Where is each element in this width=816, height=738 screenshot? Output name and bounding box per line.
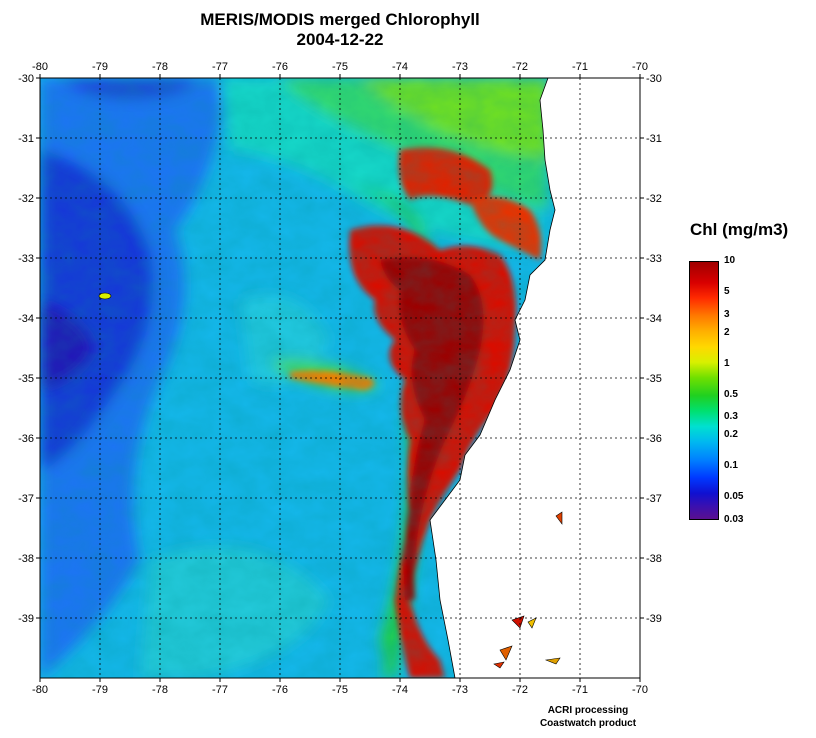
lon-tick-label-top: -72 (512, 61, 528, 73)
colorbar-label: 0.2 (724, 429, 738, 441)
lat-tick-label-left: -39 (18, 613, 34, 625)
lon-tick-label-top: -79 (92, 61, 108, 73)
lon-tick-label-top: -76 (272, 61, 288, 73)
lon-tick-label-bottom: -77 (212, 684, 228, 696)
lat-tick-label-right: -34 (646, 313, 662, 325)
colorbar-label: 0.5 (724, 388, 738, 400)
colorbar-label: 5 (724, 285, 730, 297)
lon-tick-label-bottom: -80 (32, 684, 48, 696)
colorbar-label: 0.3 (724, 411, 738, 423)
island-marker (98, 292, 112, 300)
lat-tick-label-left: -36 (18, 433, 34, 445)
lat-tick-label-left: -33 (18, 253, 34, 265)
credit-product: Coastwatch product (539, 718, 637, 729)
colorbar-label: 2 (724, 326, 730, 338)
colorbar-label: 0.1 (724, 460, 738, 472)
lat-tick-label-left: -34 (18, 313, 34, 325)
lon-tick-label-bottom: -76 (272, 684, 288, 696)
lat-tick-label-right: -30 (646, 73, 662, 85)
lon-tick-label-top: -74 (392, 61, 408, 73)
lat-tick-label-right: -35 (646, 373, 662, 385)
lat-tick-label-right: -37 (646, 493, 662, 505)
colorbar-label: 0.03 (724, 514, 744, 525)
lat-tick-label-right: -38 (646, 553, 662, 565)
graticule (40, 78, 640, 678)
colorbar-label: 10 (724, 255, 736, 266)
axis-ticks: -80 -80 -79 -79 -78 -78 -77 -77 -76 -76 -75 -75 -74 -… (18, 61, 662, 696)
map-title: MERIS/MODIS merged Chlorophyll (200, 10, 480, 29)
lat-tick-label-left: -35 (18, 373, 34, 385)
lon-tick-label-bottom: -72 (512, 684, 528, 696)
lon-tick-label-top: -80 (32, 61, 48, 73)
lon-tick-label-top: -77 (212, 61, 228, 73)
map-date: 2004-12-22 (296, 30, 384, 49)
lon-tick-label-top: -78 (152, 61, 168, 73)
lon-tick-label-top: -75 (332, 61, 348, 73)
lat-tick-label-left: -30 (18, 73, 34, 85)
lat-tick-label-right: -39 (646, 613, 662, 625)
lon-tick-label-top: -71 (572, 61, 588, 73)
lat-tick-label-left: -32 (18, 193, 34, 205)
lat-tick-label-right: -32 (646, 193, 662, 205)
lon-tick-label-top: -73 (452, 61, 468, 73)
lon-tick-label-bottom: -70 (632, 684, 648, 696)
lon-tick-label-top: -70 (632, 61, 648, 73)
lat-tick-label-right: -36 (646, 433, 662, 445)
colorbar-label: 1 (724, 357, 730, 369)
lat-tick-label-left: -31 (18, 133, 34, 145)
colorbar (689, 261, 719, 520)
lon-tick-label-bottom: -78 (152, 684, 168, 696)
lat-tick-label-left: -37 (18, 493, 34, 505)
credit-processing: ACRI processing (547, 705, 629, 716)
lat-tick-label-right: -31 (646, 133, 662, 145)
colorbar-title: Chl (mg/m3) (690, 220, 789, 239)
lat-tick-label-right: -33 (646, 253, 662, 265)
colorbar-label: 0.05 (724, 491, 744, 503)
lat-tick-label-left: -38 (18, 553, 34, 565)
lon-tick-label-bottom: -71 (572, 684, 588, 696)
lon-tick-label-bottom: -73 (452, 684, 468, 696)
lon-tick-label-bottom: -75 (332, 684, 348, 696)
colorbar-label: 3 (724, 308, 730, 320)
lon-tick-label-bottom: -79 (92, 684, 108, 696)
lon-tick-label-bottom: -74 (392, 684, 408, 696)
